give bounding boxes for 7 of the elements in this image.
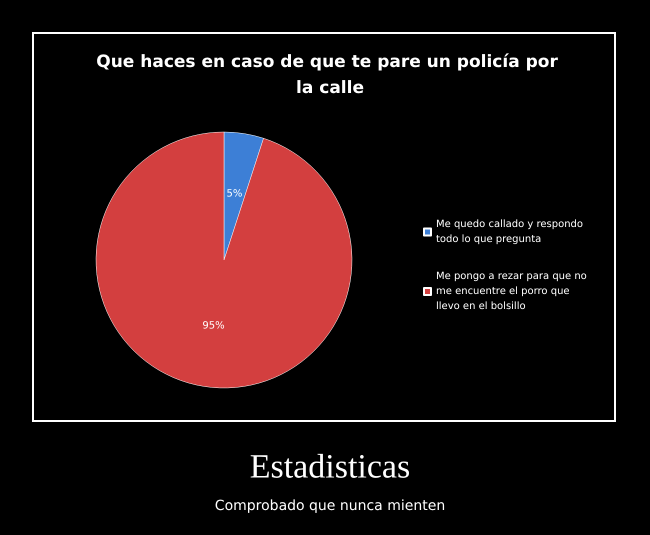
text: Comprobado que nunca mienten: [214, 498, 446, 514]
text: Estadisticas: [250, 448, 410, 486]
chart-title: Que haces en caso de que te pare un policía por la calle: [96, 52, 564, 98]
legend-label: Me quedo callado y respondo todo lo que pregunta: [436, 219, 586, 245]
data-label: 5%: [226, 188, 242, 200]
legend-label: Me pongo a rezar para que no me encuentre el porro que llevo en el bolsillo: [436, 271, 590, 312]
data-label: 95%: [202, 320, 225, 332]
